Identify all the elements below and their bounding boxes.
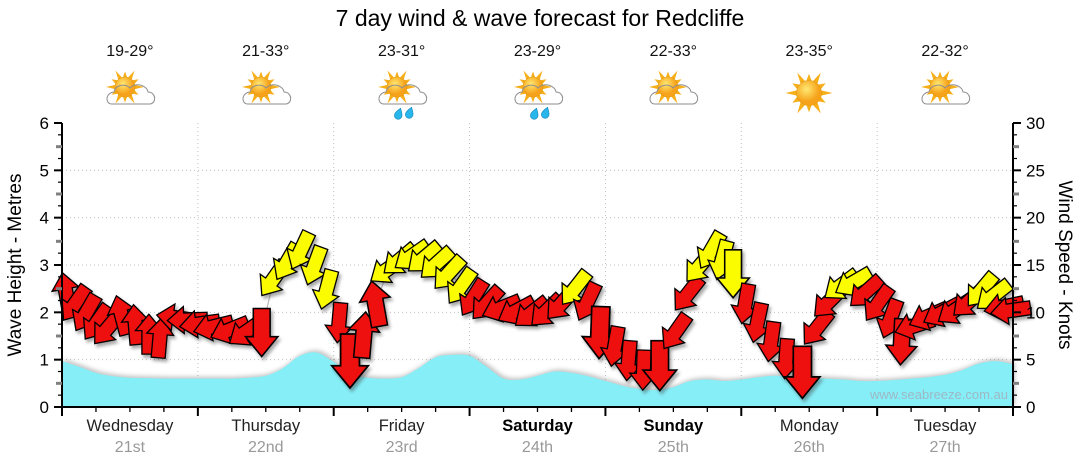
date-label: 26th: [793, 439, 825, 456]
wind-arrow-red: [358, 279, 392, 329]
wind-arrow-red: [783, 345, 822, 400]
day-label: Monday: [779, 417, 839, 435]
temp-range: 23-31°: [377, 43, 426, 60]
raindrop: [404, 106, 413, 119]
temp-range: 19-29°: [106, 43, 154, 60]
sun-disc: [386, 76, 407, 98]
cloud-shape: [921, 84, 971, 105]
weather-icon-partly-cloudy: [649, 70, 699, 105]
day-label: Thursday: [231, 417, 301, 435]
temp-range: 23-29°: [513, 43, 562, 60]
right-tick-label: 30: [1026, 114, 1045, 133]
left-tick-label: 4: [40, 209, 49, 228]
sun-disc: [114, 76, 136, 98]
weather-icon-showers: [513, 70, 563, 120]
right-tick-label: 15: [1026, 256, 1045, 275]
left-tick-label: 2: [40, 303, 49, 322]
wind-arrow-red: [989, 296, 1033, 326]
weather-icon-partly-cloudy: [105, 70, 156, 105]
weather-icon-partly-cloudy: [921, 70, 971, 105]
left-tick-label: 6: [40, 114, 49, 133]
cloud-shape: [649, 84, 699, 105]
left-tick-label: 0: [40, 398, 49, 417]
day-label: Wednesday: [86, 417, 174, 435]
sun-disc: [522, 76, 543, 98]
left-tick-label: 3: [40, 256, 49, 275]
right-tick-label: 0: [1026, 398, 1035, 417]
sun-disc: [658, 76, 679, 98]
page-title: 7 day wind & wave forecast for Redcliffe: [335, 5, 745, 31]
left-tick-label: 1: [40, 351, 49, 370]
right-tick-label: 5: [1026, 351, 1035, 370]
day-label: Tuesday: [913, 417, 977, 435]
wind-arrow-red: [661, 310, 694, 350]
sun-disc: [796, 80, 823, 106]
cloud-shape: [106, 84, 156, 105]
temp-range: 22-33°: [649, 43, 698, 60]
date-label: 27th: [929, 439, 961, 456]
right-tick-label: 25: [1026, 161, 1045, 180]
weather-icon-sunny: [785, 72, 833, 114]
raindrop: [529, 107, 538, 120]
temp-range: 23-35°: [785, 43, 833, 60]
day-label: Friday: [378, 417, 425, 435]
day-label: Saturday: [502, 417, 573, 435]
wind-arrow-red: [145, 316, 175, 360]
wind-arrow-red: [243, 307, 280, 358]
date-label: 24th: [521, 439, 554, 456]
weather-icon-showers: [377, 70, 427, 120]
date-label: 22nd: [247, 439, 284, 456]
date-label: 25th: [657, 439, 689, 456]
sun-disc: [929, 76, 951, 98]
temp-range: 21-33°: [242, 43, 290, 60]
wind-arrow-yellow: [311, 267, 341, 310]
watermark: www.seabreeze.com.au: [869, 387, 1008, 402]
cloud-shape: [514, 84, 563, 105]
date-label: 23rd: [385, 439, 418, 456]
wave-area: [62, 352, 1013, 407]
temp-range: 22-32°: [921, 43, 969, 60]
wind-arrows-layer: [50, 228, 1033, 400]
cloud-shape: [378, 84, 427, 105]
raindrop: [393, 107, 402, 120]
right-tick-label: 20: [1026, 209, 1045, 228]
sun-disc: [250, 76, 272, 98]
weather-icon-partly-cloudy: [241, 70, 291, 105]
wind-arrow-red: [641, 339, 679, 392]
right-tick-label: 10: [1026, 303, 1045, 322]
raindrop: [540, 106, 549, 119]
day-label: Sunday: [643, 417, 704, 435]
date-label: 21st: [114, 439, 146, 456]
left-tick-label: 5: [40, 161, 49, 180]
cloud-shape: [242, 84, 291, 105]
